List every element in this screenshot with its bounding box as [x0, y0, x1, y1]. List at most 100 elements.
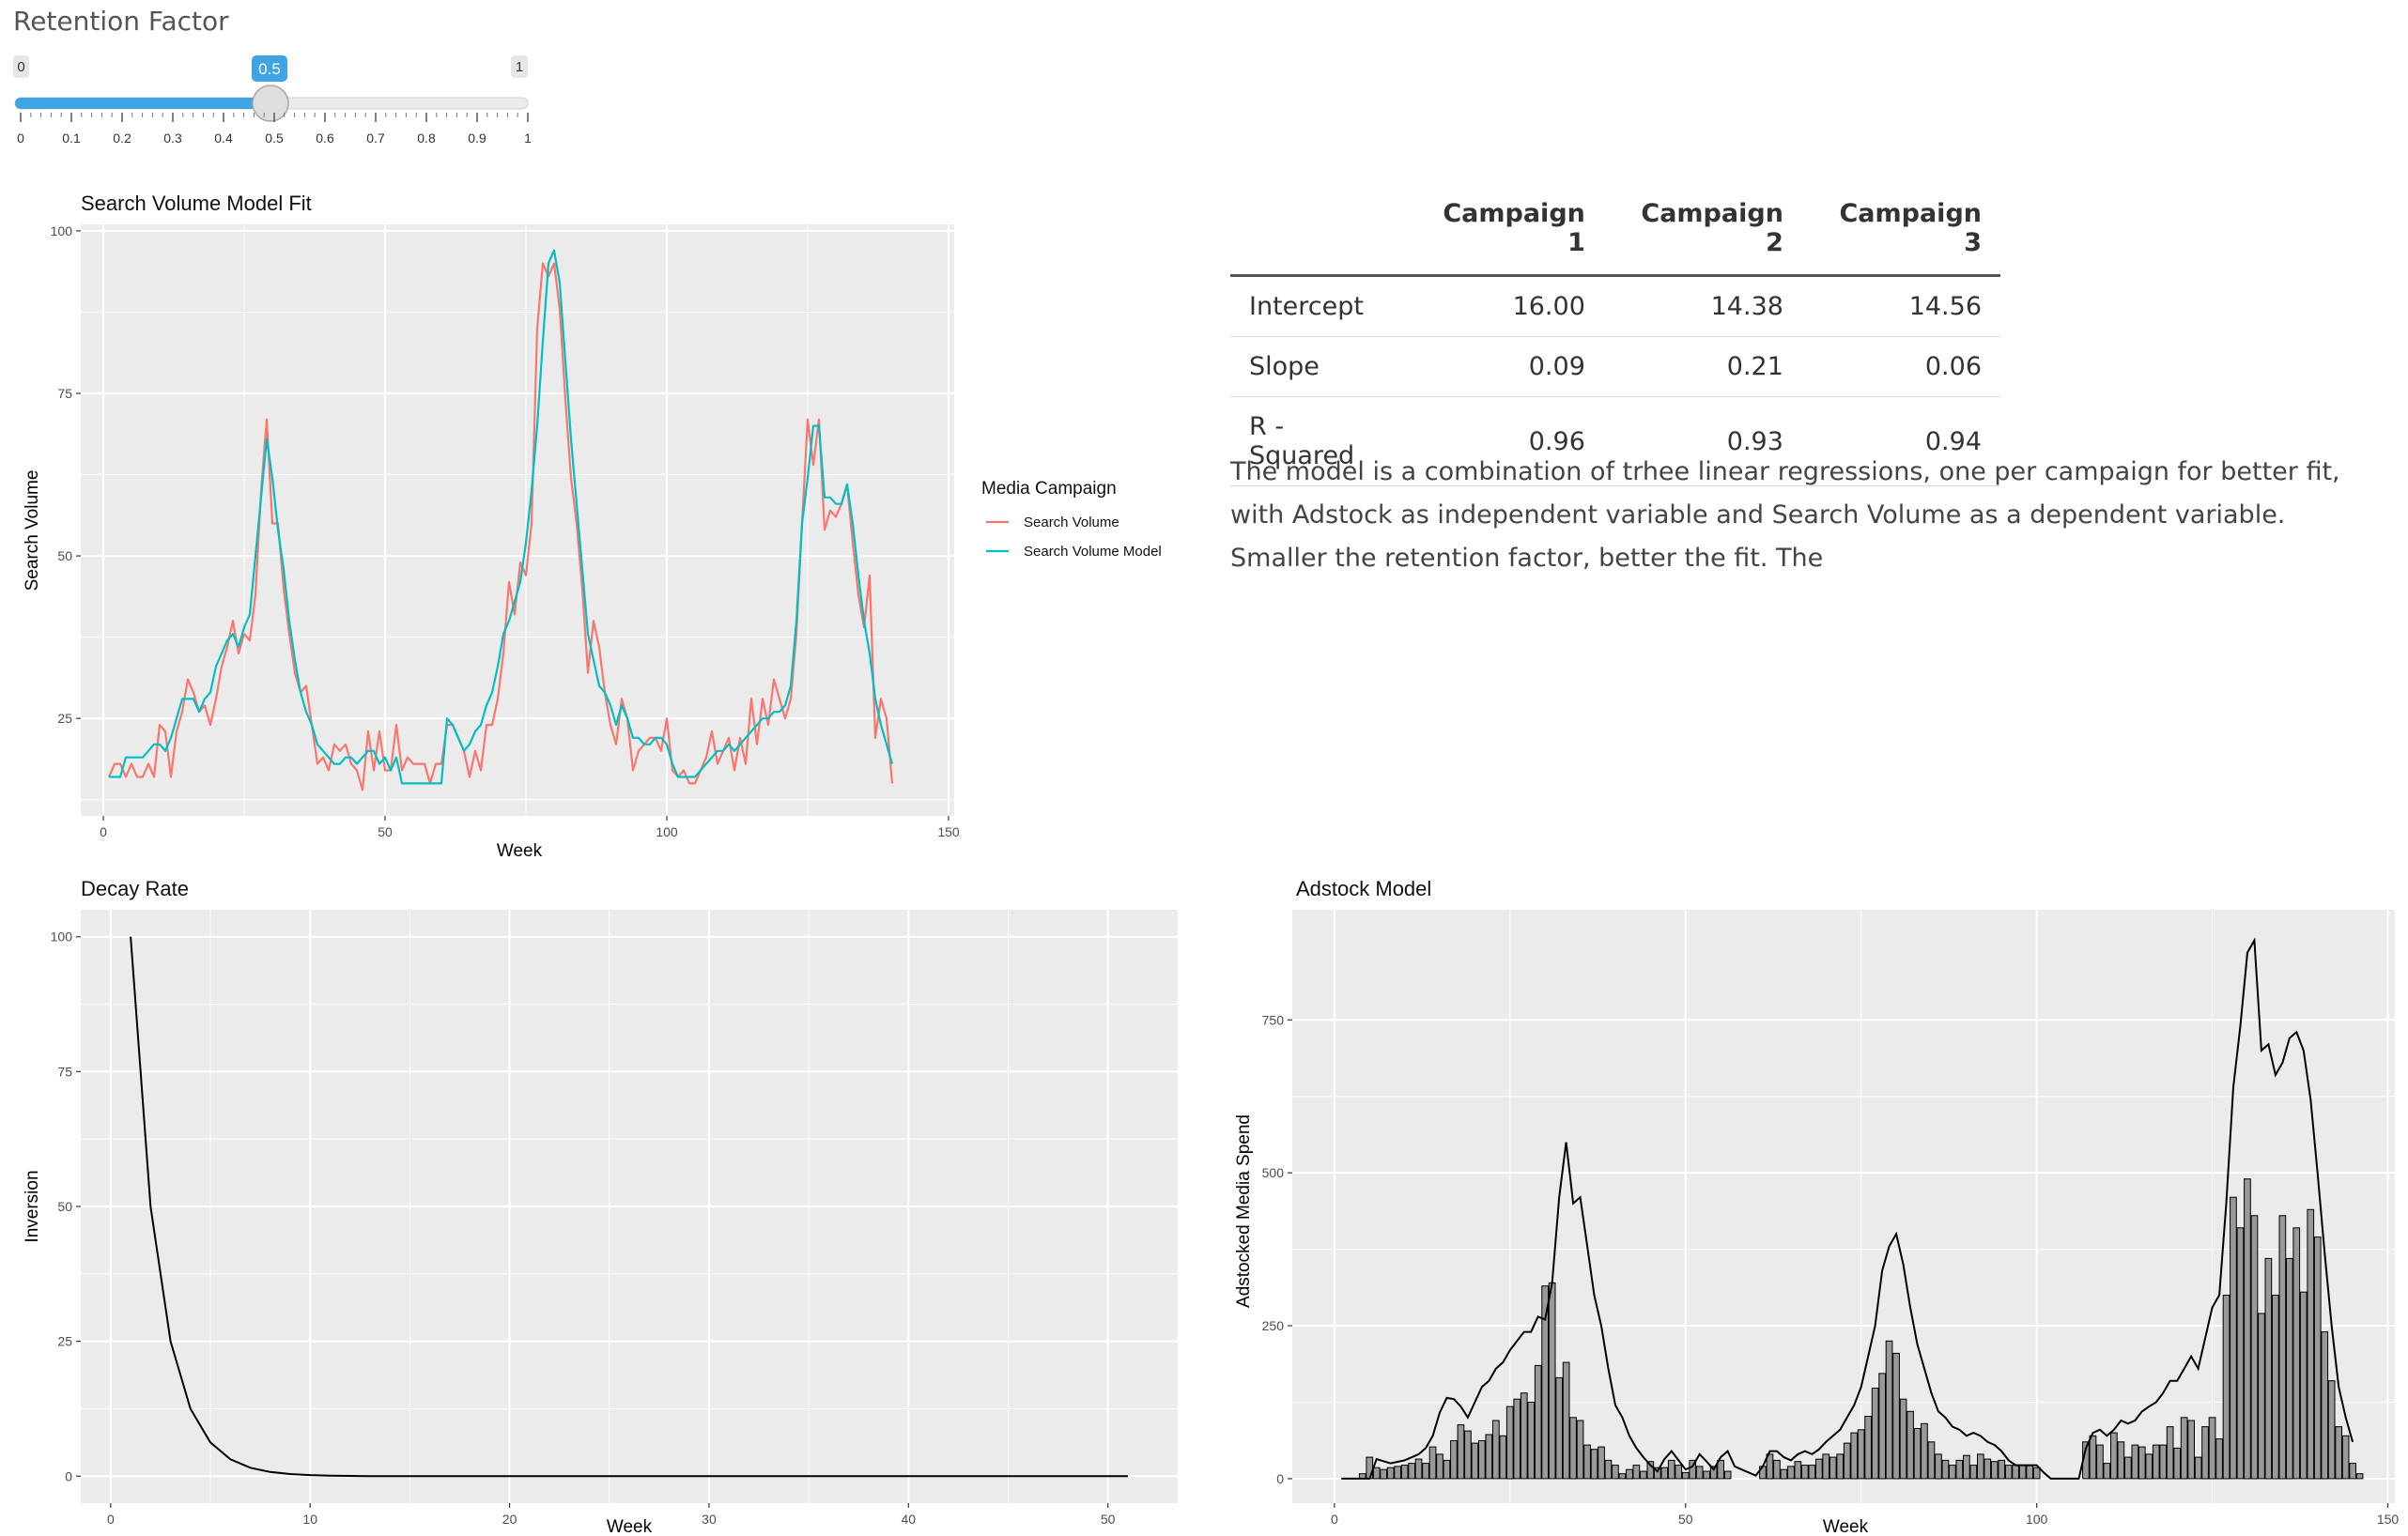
media-spend-bar: [1394, 1466, 1402, 1480]
y-tick-label: 75: [57, 386, 72, 401]
series-line-search-volume: [107, 262, 894, 791]
media-spend-bar: [2012, 1465, 2019, 1480]
media-spend-bar: [1626, 1468, 1633, 1480]
media-spend-bar: [1667, 1459, 1675, 1480]
slider-tick-label: 0.8: [417, 131, 436, 146]
media-spend-bar: [2230, 1196, 2237, 1480]
media-spend-bar: [1681, 1471, 1690, 1480]
table-cell: 0.09: [1405, 336, 1604, 397]
table-header-campaign-3: Campaign 3: [1801, 188, 2000, 277]
slider-value-label: 0.5: [258, 60, 281, 78]
media-spend-bar: [1871, 1388, 1879, 1480]
slider-value-badge: [252, 55, 287, 82]
media-spend-bar: [1590, 1449, 1598, 1480]
retention-factor-label: Retention Factor: [13, 6, 229, 37]
slider-max-badge: [511, 55, 528, 78]
table-header-empty: [1230, 188, 1406, 277]
media-spend-bar: [2286, 1257, 2293, 1480]
adstock-line: [1341, 937, 2354, 1480]
media-spend-bar: [2187, 1420, 2196, 1480]
y-tick-label: 750: [1262, 1012, 1285, 1027]
media-spend-bar: [1850, 1432, 1859, 1480]
decay-y-axis-title: Inversion: [23, 1170, 42, 1242]
media-spend-bar: [1478, 1440, 1486, 1480]
media-spend-bar: [2145, 1453, 2153, 1480]
media-spend-bar: [1801, 1465, 1809, 1480]
media-spend-bar: [1977, 1453, 1984, 1480]
y-tick-label: 0: [65, 1468, 72, 1483]
search-volume-fit-chart: 0 50 100 150 25 50 75 100 Week Search Volume Me…: [23, 223, 1162, 861]
y-tick-label: 25: [57, 1334, 72, 1349]
table-cell: 0.93: [1603, 396, 1802, 486]
media-spend-bar: [1717, 1459, 1724, 1480]
media-spend-bar: [1485, 1434, 1493, 1480]
model-description: The model is a combination of trhee line…: [1230, 457, 2340, 573]
media-spend-bar: [1963, 1454, 1970, 1480]
media-spend-bar: [1906, 1410, 1914, 1480]
media-spend-bar: [1380, 1468, 1388, 1480]
media-spend-bar: [1921, 1422, 1928, 1480]
media-spend-bar: [1984, 1458, 1992, 1480]
media-spend-bar: [1450, 1440, 1458, 1480]
media-spend-bar: [1709, 1466, 1718, 1480]
media-spend-bar: [2194, 1456, 2202, 1480]
x-tick-label: 50: [1101, 1512, 1116, 1527]
media-spend-bar: [1766, 1453, 1774, 1480]
legend-label-search-volume-model: Search Volume Model: [1024, 544, 1162, 560]
media-spend-bar: [1618, 1473, 1627, 1480]
media-spend-bar: [1492, 1420, 1500, 1480]
media-spend-bar: [1955, 1459, 1964, 1480]
table-header-campaign-2: Campaign 2: [1603, 188, 1802, 277]
media-spend-bar: [1935, 1453, 1942, 1480]
y-tick-label: 50: [57, 548, 72, 563]
x-tick-label: 100: [656, 824, 678, 839]
media-spend-bar: [2307, 1208, 2315, 1480]
table-cell: 0.06: [1801, 336, 2000, 397]
series-line-decay: [130, 936, 1128, 1478]
y-tick-label: 250: [1262, 1318, 1285, 1333]
adstock-model-chart: 0 50 100 150 0 250 500 750 Week Adstocked Media…: [1234, 910, 2399, 1536]
x-tick-label: 30: [702, 1512, 717, 1527]
media-spend-bar: [1464, 1430, 1472, 1480]
media-spend-bar: [1386, 1467, 1395, 1480]
media-spend-bar: [1372, 1467, 1381, 1480]
media-spend-bar: [1527, 1402, 1536, 1480]
legend-label-search-volume: Search Volume: [1024, 515, 1119, 530]
media-spend-bar: [1583, 1444, 1591, 1480]
media-spend-bar: [2215, 1438, 2223, 1480]
table-row: Slope 0.09 0.21 0.06: [1230, 336, 2000, 397]
retention-factor-slider[interactable]: 0 1 0.5 0 0.1 0.2 0.3 0.4 0.5 0.6 0.7 0.8 0.9 1: [13, 53, 535, 156]
table-header-row: Campaign 1 Campaign 2 Campaign 3: [1230, 188, 2000, 277]
fit-x-axis-title: Week: [497, 841, 543, 861]
media-spend-bar: [1612, 1465, 1619, 1480]
slider-handle[interactable]: [252, 84, 289, 122]
media-spend-bar: [1773, 1459, 1781, 1480]
media-spend-bar: [2159, 1444, 2168, 1480]
regression-table: Campaign 1 Campaign 2 Campaign 3 Interce…: [1230, 188, 2000, 486]
slider-min-badge: [13, 55, 29, 78]
table-cell: 16.00: [1405, 275, 1604, 337]
media-spend-bar: [1689, 1459, 1697, 1480]
slider-tick-label: 1: [524, 131, 532, 146]
media-spend-bar: [1660, 1467, 1669, 1480]
y-tick-label: 500: [1262, 1165, 1285, 1180]
fit-chart-plot-background: [81, 224, 954, 816]
media-spend-bar: [2173, 1447, 2182, 1480]
media-spend-bar: [2018, 1465, 2027, 1480]
media-spend-bar: [2272, 1295, 2279, 1480]
adstock-x-axis-title: Week: [1823, 1517, 1869, 1536]
slider-tick-label: 0.9: [468, 131, 486, 146]
media-spend-bar: [1604, 1459, 1613, 1480]
media-spend-bar: [1927, 1441, 1936, 1480]
x-tick-label: 20: [502, 1512, 517, 1527]
media-spend-bar: [2138, 1446, 2146, 1480]
media-spend-bar: [1640, 1470, 1647, 1480]
media-spend-bar: [2131, 1444, 2139, 1480]
media-spend-bar: [1836, 1453, 1845, 1480]
media-spend-bar: [2026, 1465, 2033, 1480]
media-spend-bar: [2349, 1463, 2357, 1480]
media-spend-bar: [1414, 1458, 1423, 1480]
slider-tick-label: 0.7: [366, 131, 385, 146]
y-tick-label: 100: [51, 929, 73, 945]
slider-fill: [15, 98, 270, 109]
